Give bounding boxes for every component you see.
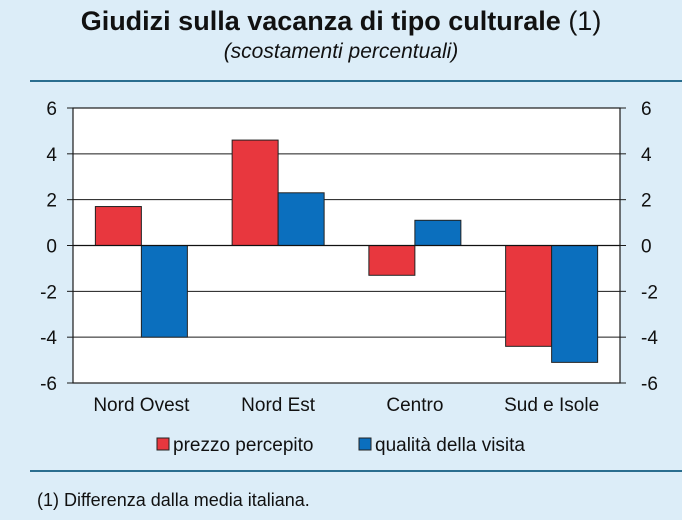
plot-frame (72, 107, 621, 384)
bar (140, 245, 188, 338)
y-tick-label-right: -2 (641, 282, 658, 303)
y-tick-label-left: -4 (40, 328, 57, 349)
bottom-rule (30, 470, 682, 472)
y-tick-label-left: -2 (40, 282, 57, 303)
x-tick-label: Centro (386, 395, 443, 416)
y-tick-label-left: -6 (40, 374, 57, 395)
y-tick-label-right: 2 (641, 191, 652, 212)
bar (368, 245, 416, 276)
top-rule (30, 80, 682, 82)
legend-swatch (156, 437, 170, 451)
bar (414, 219, 462, 247)
x-tick-label: Nord Ovest (93, 395, 190, 416)
y-tick-label-left: 2 (46, 191, 57, 212)
bar-chart: 6 6 4 4 2 2 0 0 -2 -2 -4 -4 -6 -6 Nord Ovest Nord Est Ce… (40, 99, 658, 456)
footnote: (1) Differenza dalla media italiana. (37, 490, 310, 510)
y-tick-label-left: 0 (46, 237, 57, 258)
chart-title: Giudizi sulla vacanza di tipo culturale … (0, 6, 682, 36)
y-tick-label-right: 6 (641, 99, 652, 120)
x-tick-label: Sud e Isole (504, 395, 599, 416)
bar (505, 245, 553, 347)
bar (277, 192, 325, 247)
legend-label: prezzo percepito (173, 435, 313, 456)
legend-label: qualità della visita (375, 435, 525, 456)
x-tick-label: Nord Est (241, 395, 316, 416)
y-tick-label-left: 6 (46, 99, 57, 120)
y-tick-label-right: 4 (641, 145, 652, 166)
bar (551, 245, 599, 363)
chart-title-main: Giudizi sulla vacanza di tipo culturale (80, 6, 561, 36)
y-tick-label-right: -6 (641, 374, 658, 395)
y-tick-label-right: -4 (641, 328, 658, 349)
y-tick-label-left: 4 (46, 145, 57, 166)
bar (94, 206, 142, 247)
legend-swatch (358, 437, 372, 451)
y-tick-label-right: 0 (641, 237, 652, 258)
bar (231, 139, 279, 246)
chart-title-note: (1) (568, 6, 602, 36)
chart-subtitle: (scostamenti percentuali) (223, 40, 459, 63)
